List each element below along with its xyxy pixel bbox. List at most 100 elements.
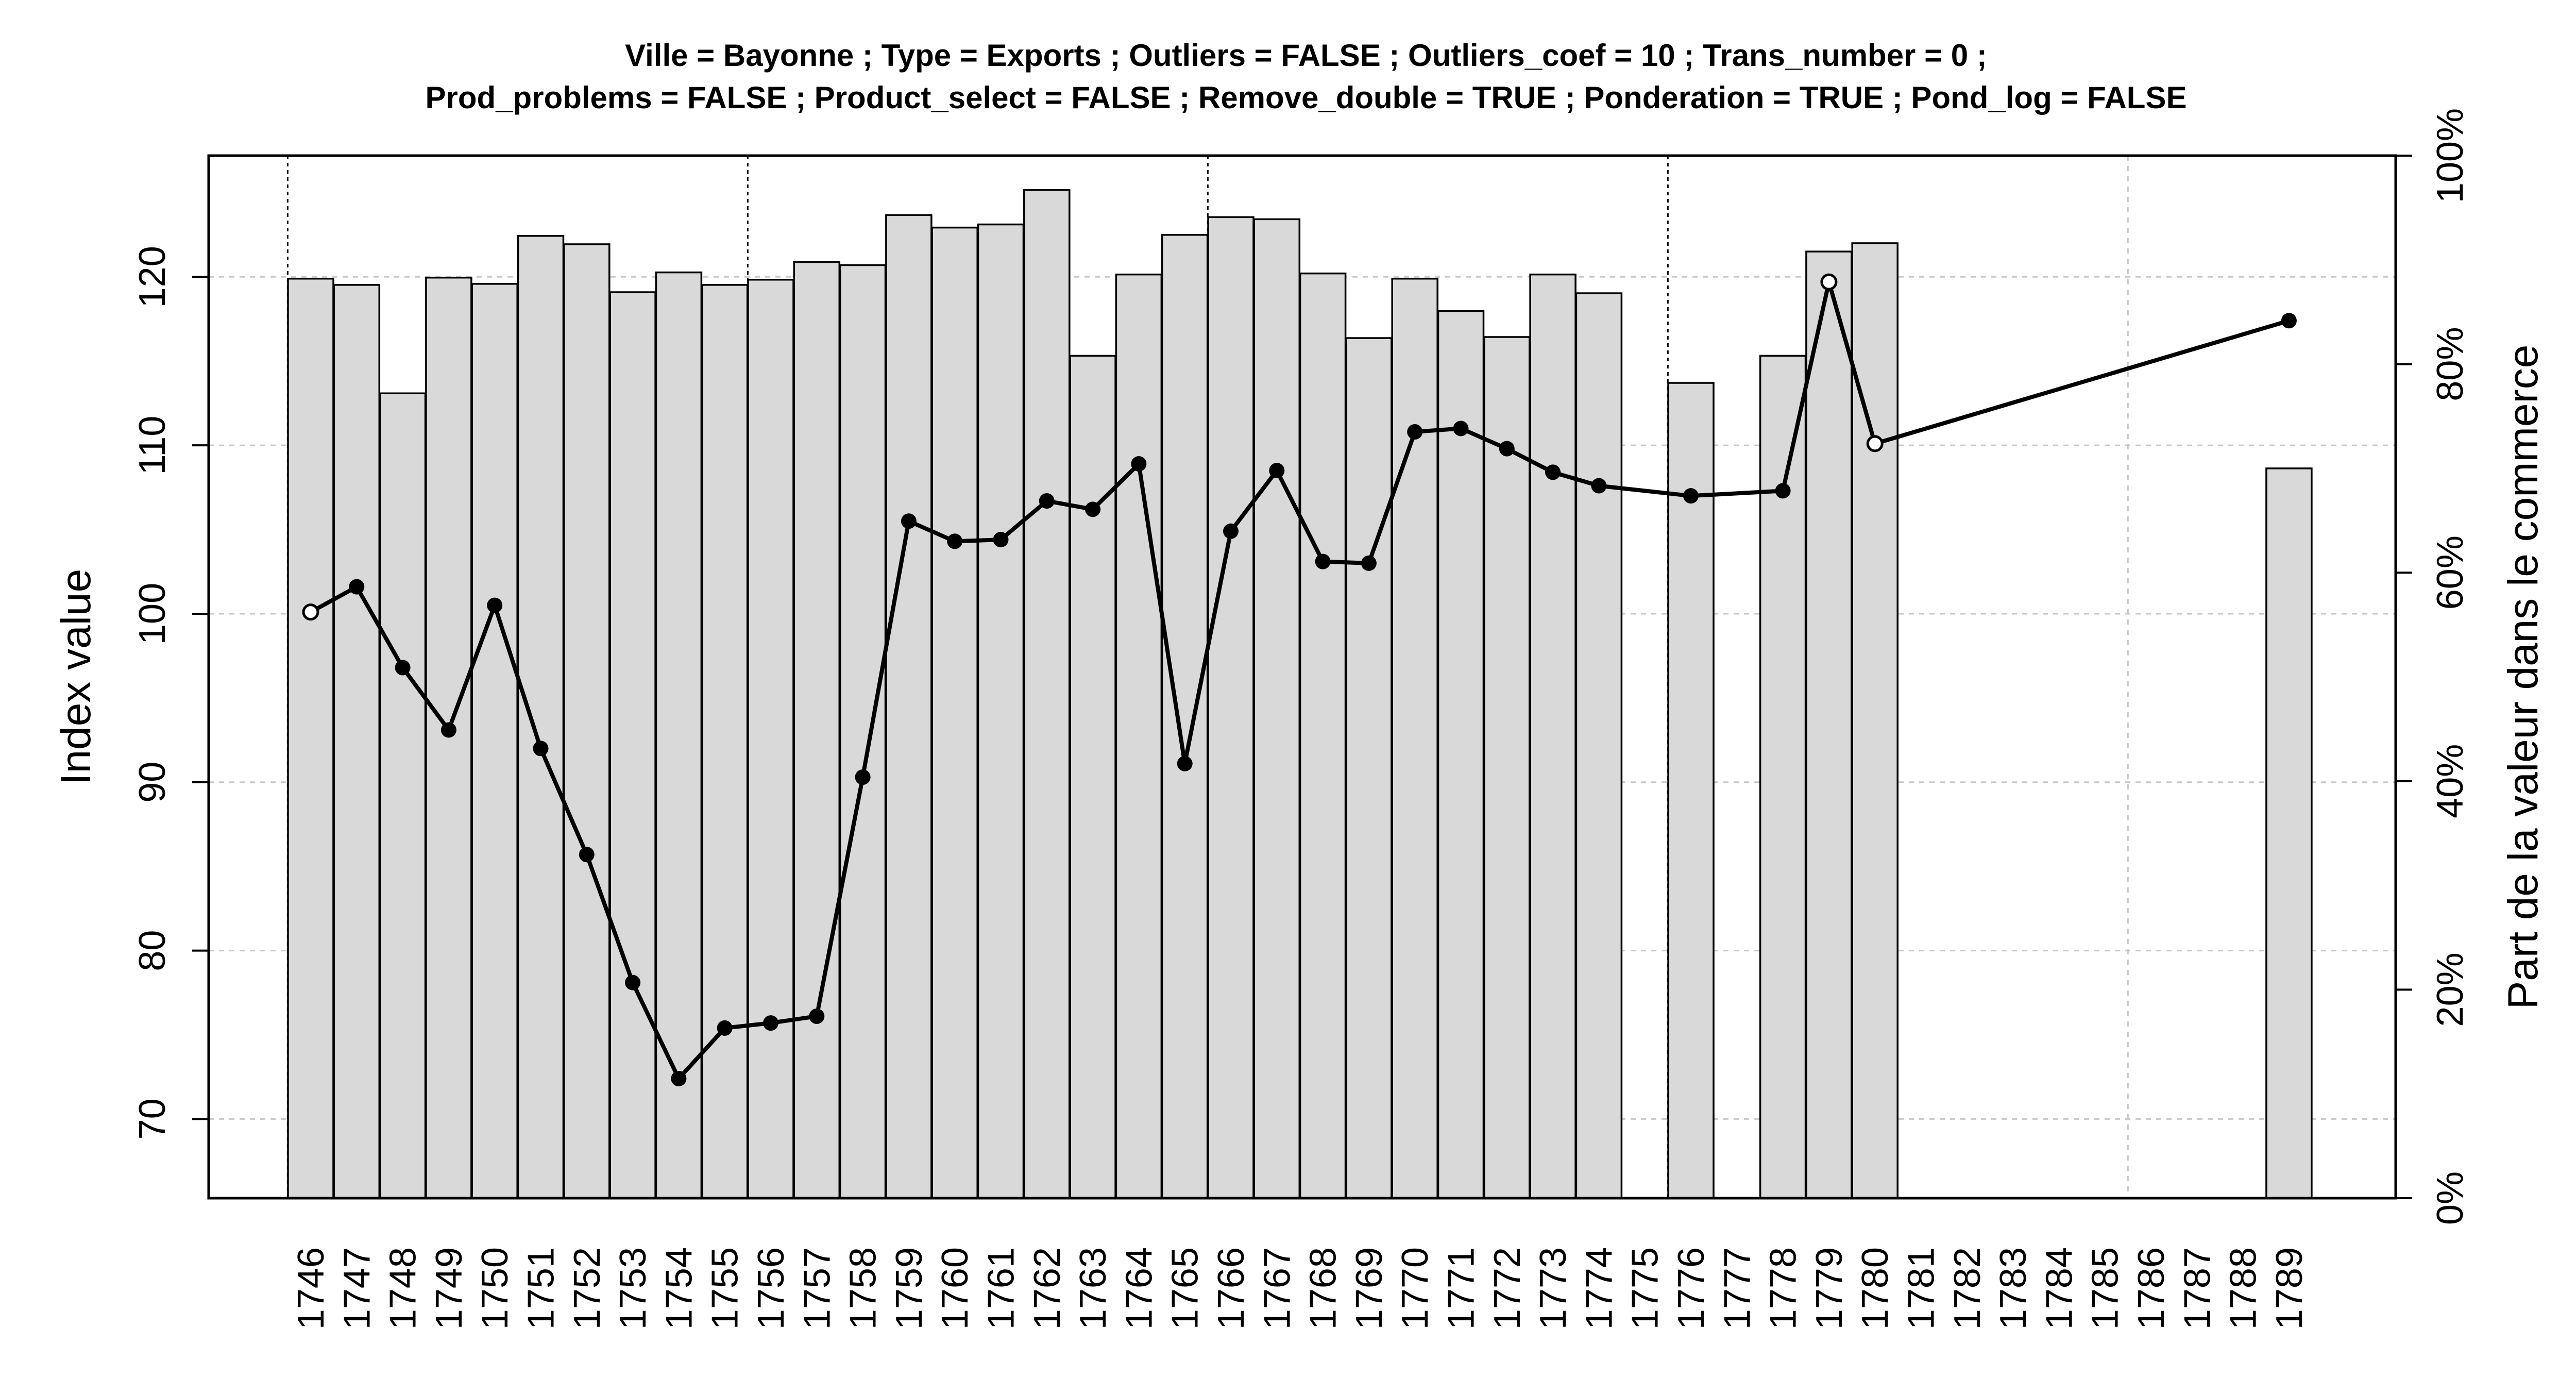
- y-right-tick-label: 0%: [2430, 1171, 2471, 1225]
- x-tick-label-1759: 1759: [889, 1247, 930, 1330]
- line-point-1748: [395, 660, 411, 676]
- chart-title-line-1: Ville = Bayonne ; Type = Exports ; Outli…: [625, 38, 1987, 73]
- line-point-1780: [1866, 435, 1884, 452]
- x-tick-label-1785: 1785: [2085, 1247, 2126, 1330]
- line-series: [302, 273, 2297, 1086]
- x-tick-label-1768: 1768: [1303, 1247, 1344, 1330]
- bar-1751: [517, 235, 565, 1199]
- bar-1762: [1023, 189, 1071, 1199]
- x-tick-label-1784: 1784: [2039, 1247, 2080, 1330]
- bar-1768: [1299, 272, 1347, 1199]
- bar-1789: [2265, 467, 2313, 1199]
- x-tick-label-1767: 1767: [1257, 1247, 1298, 1330]
- bar-1763: [1069, 355, 1116, 1199]
- y-right-tick-label: 40%: [2430, 744, 2471, 818]
- line-point-1769: [1361, 555, 1377, 571]
- line-point-1757: [809, 1009, 825, 1024]
- bar-1747: [333, 284, 381, 1199]
- x-tick-label-1776: 1776: [1671, 1247, 1712, 1330]
- line-point-1768: [1315, 553, 1331, 569]
- y-right-tick-label: 80%: [2430, 327, 2471, 401]
- x-tick-label-1754: 1754: [658, 1247, 700, 1330]
- line-point-1764: [1131, 456, 1147, 472]
- x-tick-label-1748: 1748: [383, 1247, 424, 1330]
- x-tick-label-1769: 1769: [1349, 1247, 1390, 1330]
- y-axis-title-right: Part de la valeur dans le commerce: [2500, 345, 2547, 1010]
- bar-1749: [425, 276, 472, 1199]
- y-right-tick-label: 100%: [2430, 108, 2471, 203]
- line-point-1755: [717, 1020, 733, 1036]
- line-point-1766: [1223, 523, 1239, 539]
- bar-1756: [747, 278, 794, 1199]
- y-left-tick-label: 100: [132, 583, 173, 645]
- x-tick-label-1782: 1782: [1947, 1247, 1988, 1330]
- line-point-1756: [763, 1015, 778, 1031]
- bar-1771: [1437, 310, 1485, 1199]
- x-tick-label-1750: 1750: [474, 1247, 516, 1330]
- y-left-tick-label: 120: [132, 246, 173, 308]
- line-point-1789: [2281, 313, 2297, 329]
- bar-1750: [471, 283, 518, 1199]
- line-point-1763: [1085, 501, 1101, 517]
- line-point-1762: [1039, 493, 1055, 509]
- x-tick-label-1762: 1762: [1027, 1247, 1068, 1330]
- x-tick-label-1757: 1757: [796, 1247, 838, 1330]
- x-tick-label-1758: 1758: [843, 1247, 884, 1330]
- bar-1773: [1529, 273, 1577, 1199]
- bar-1748: [379, 392, 427, 1199]
- line-point-1751: [533, 741, 549, 757]
- x-tick-label-1789: 1789: [2269, 1247, 2310, 1330]
- x-tick-label-1773: 1773: [1533, 1247, 1574, 1330]
- x-tick-label-1766: 1766: [1211, 1247, 1252, 1330]
- bar-1764: [1115, 273, 1163, 1199]
- bar-1760: [931, 226, 978, 1199]
- bar-1766: [1207, 216, 1255, 1199]
- line-point-1772: [1499, 441, 1515, 457]
- x-tick-label-1778: 1778: [1763, 1247, 1804, 1330]
- bar-1780: [1851, 242, 1899, 1199]
- plot-frame: [207, 154, 2397, 1200]
- bar-1765: [1161, 233, 1209, 1199]
- x-tick-label-1783: 1783: [1993, 1247, 2034, 1330]
- x-tick-label-1761: 1761: [981, 1247, 1022, 1330]
- bar-series: [287, 189, 2313, 1199]
- x-tick-label-1755: 1755: [705, 1247, 746, 1330]
- x-tick-label-1781: 1781: [1901, 1247, 1942, 1330]
- chart-title-line-2: Prod_problems = FALSE ; Product_select =…: [426, 80, 2187, 115]
- line-point-1776: [1683, 488, 1699, 504]
- x-tick-label-1746: 1746: [291, 1247, 332, 1330]
- line-point-1753: [625, 975, 641, 990]
- line-point-1773: [1545, 464, 1561, 480]
- y-left-tick-label: 70: [132, 1098, 173, 1139]
- line-point-1760: [947, 533, 963, 549]
- line-point-1752: [579, 847, 595, 863]
- x-tick-label-1777: 1777: [1717, 1247, 1758, 1330]
- bar-1770: [1391, 277, 1438, 1199]
- line-point-1747: [349, 579, 365, 595]
- x-tick-label-1765: 1765: [1165, 1247, 1206, 1330]
- bar-1752: [563, 243, 611, 1199]
- bar-1774: [1575, 292, 1623, 1199]
- line-point-1746: [302, 603, 319, 621]
- bar-1746: [287, 277, 334, 1199]
- bar-1757: [793, 261, 841, 1199]
- line-point-1771: [1453, 421, 1469, 436]
- line-point-1779: [1820, 273, 1838, 291]
- bar-1758: [839, 264, 887, 1199]
- bar-1761: [977, 223, 1025, 1199]
- bar-1753: [609, 291, 656, 1199]
- line-point-1767: [1269, 463, 1285, 479]
- y-axis-title-left: Index value: [53, 569, 99, 785]
- x-tick-label-1788: 1788: [2223, 1247, 2264, 1330]
- x-tick-label-1763: 1763: [1073, 1247, 1114, 1330]
- x-tick-label-1756: 1756: [751, 1247, 792, 1330]
- x-tick-label-1752: 1752: [567, 1247, 608, 1330]
- x-tick-label-1775: 1775: [1625, 1247, 1666, 1330]
- bar-1769: [1345, 337, 1393, 1199]
- x-tick-label-1753: 1753: [613, 1247, 654, 1330]
- axes: [192, 154, 2412, 1200]
- line-point-1750: [487, 597, 503, 613]
